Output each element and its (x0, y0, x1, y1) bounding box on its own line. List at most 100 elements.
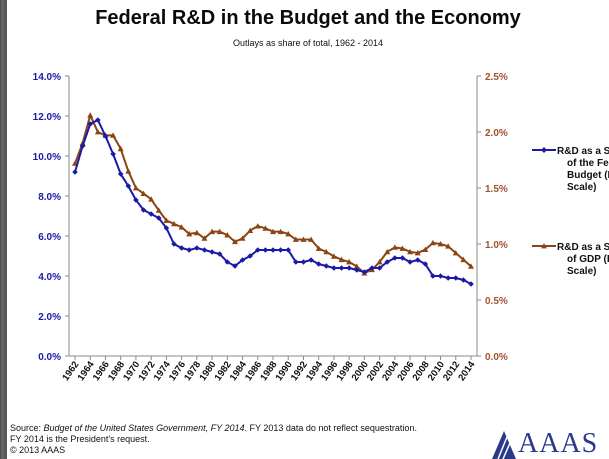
gdp-data-point (414, 249, 421, 256)
gdp-data-point (460, 256, 467, 263)
budget-data-point (285, 247, 292, 253)
left-tick-label: 14.0% (33, 72, 61, 83)
budget-data-point (300, 259, 307, 265)
gdp-data-point (300, 236, 307, 242)
legend-budget-marker (541, 147, 547, 153)
x-tick-label: 2014 (456, 359, 478, 383)
budget-data-point (376, 265, 383, 271)
logo-text: AAAS (518, 428, 598, 459)
budget-data-point (293, 259, 299, 265)
budget-data-point (468, 281, 474, 287)
slide-panel: Federal R&D in the Budget and the Econom… (7, 0, 609, 459)
left-tick-label: 4.0% (38, 272, 61, 283)
budget-data-point (110, 151, 116, 157)
budget-data-point (186, 247, 193, 253)
gdp-data-point (110, 132, 117, 138)
legend-budget-label: Budget (Left (567, 170, 609, 181)
budget-data-point (254, 247, 261, 253)
gdp-data-point (171, 220, 177, 227)
gdp-data-point (262, 225, 269, 231)
gdp-data-point (140, 190, 147, 196)
legend-budget-label: R&D as a Share (557, 146, 609, 157)
gdp-data-point (468, 263, 474, 269)
gdp-data-point (285, 230, 292, 237)
budget-data-point (399, 255, 406, 261)
source-note: Source: Budget of the United States Gove… (10, 423, 430, 456)
gdp-data-point (178, 224, 185, 230)
budget-data-point (133, 197, 139, 203)
budget-data-point (346, 265, 352, 271)
gdp-data-point (224, 232, 231, 238)
budget-data-point (422, 261, 429, 267)
gdp-data-point (277, 228, 284, 235)
left-tick-label: 10.0% (33, 152, 61, 163)
budget-data-point (239, 257, 246, 263)
budget-series-line (74, 118, 472, 285)
budget-data-point (95, 117, 101, 123)
budget-data-point (460, 277, 467, 283)
budget-data-point (232, 263, 238, 269)
chart-title: Federal R&D in the Budget and the Econom… (95, 7, 521, 29)
gdp-data-point (254, 223, 261, 229)
gdp-data-point (247, 227, 254, 233)
gdp-data-point (270, 228, 276, 235)
budget-data-point (323, 263, 330, 269)
left-tick-label: 6.0% (38, 232, 61, 243)
gdp-data-point (125, 168, 132, 174)
gdp-data-point (346, 258, 353, 265)
budget-data-point (407, 259, 413, 265)
gdp-data-point (308, 236, 315, 242)
budget-data-point (72, 169, 78, 175)
budget-data-point (194, 245, 200, 251)
budget-data-point (87, 121, 94, 127)
gdp-data-point (94, 129, 101, 135)
budget-data-point (209, 249, 215, 255)
gdp-data-point (209, 228, 216, 235)
budget-data-point (201, 247, 208, 253)
budget-data-point (178, 245, 185, 251)
gdp-data-point (353, 263, 360, 269)
legend-gdp-label: R&D as a Share (557, 242, 609, 253)
source-prefix: Source: (10, 423, 44, 433)
right-tick-label: 2.0% (485, 128, 508, 139)
right-tick-label: 2.5% (485, 72, 508, 83)
gdp-data-point (201, 235, 208, 241)
chart-area: 0.0% 2.0% 4.0% 6.0% 8.0% 10.0% 12.0% 14.0% 0.0%… (33, 72, 609, 383)
budget-data-point (148, 211, 154, 217)
gdp-data-point (399, 245, 406, 251)
budget-data-point (216, 251, 223, 257)
budget-data-point (445, 275, 451, 281)
copyright: © 2013 AAAS (10, 445, 66, 455)
budget-data-point (437, 273, 444, 279)
gdp-data-point (148, 196, 155, 202)
budget-data-point (163, 225, 170, 231)
budget-data-point (102, 133, 109, 139)
gdp-data-point (117, 145, 124, 152)
left-tick-label: 2.0% (38, 312, 61, 323)
gdp-data-point (323, 248, 330, 255)
right-tick-label: 0.5% (485, 296, 508, 307)
gdp-data-point (155, 207, 162, 213)
gdp-data-point (429, 239, 436, 246)
legend-budget-label: of the Federal (567, 158, 609, 169)
budget-data-point (79, 143, 86, 149)
budget-data-point (171, 241, 177, 247)
gdp-data-point (315, 245, 322, 251)
budget-data-point (262, 247, 269, 253)
gdp-data-point (407, 248, 414, 255)
source-document: Budget of the United States Government, … (43, 423, 245, 433)
gdp-data-point (132, 185, 139, 191)
legend-gdp-label: of GDP (Right (567, 254, 609, 265)
gdp-data-point (338, 256, 345, 263)
gdp-data-point (376, 258, 383, 265)
budget-data-point (270, 247, 276, 253)
gdp-data-point (193, 229, 200, 236)
gdp-data-point (87, 112, 94, 118)
left-tick-label: 0.0% (38, 352, 61, 363)
budget-data-point (361, 269, 368, 275)
gdp-data-point (384, 248, 391, 255)
gdp-data-point (239, 235, 246, 241)
gdp-data-point (292, 236, 299, 242)
budget-data-point (369, 265, 375, 271)
aaas-logo: AAAS (490, 423, 609, 459)
